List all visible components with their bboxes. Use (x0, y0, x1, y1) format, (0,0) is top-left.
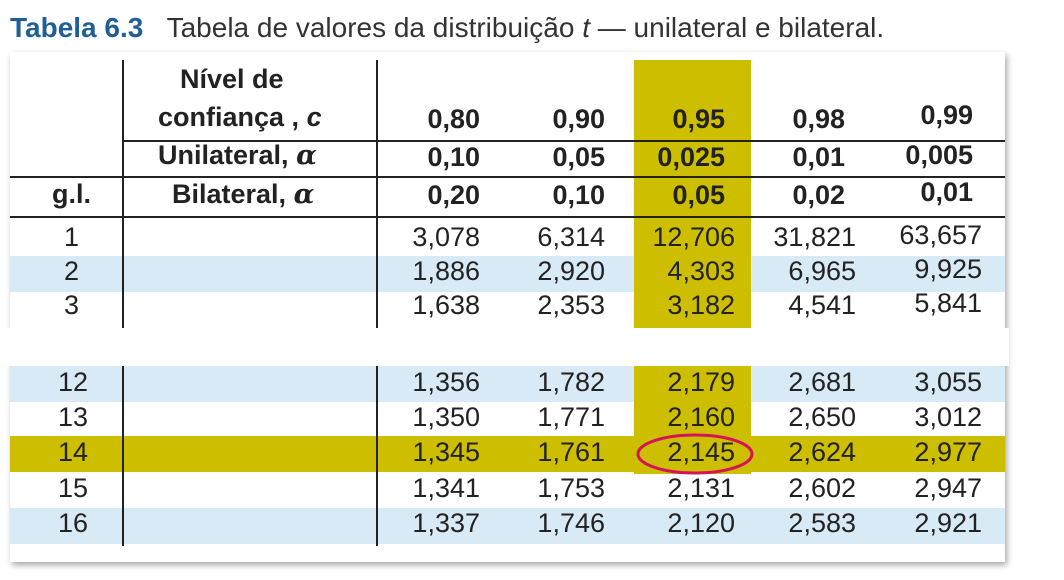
confidence-symbol: c (306, 102, 322, 132)
highlight-column-bottom (634, 364, 751, 474)
confidence-value: 0,99 (920, 100, 973, 130)
table-cell: 2,353 (537, 290, 605, 320)
caption-pre: Tabela de valores da distribuição (166, 12, 575, 43)
table-cell: 1,341 (412, 473, 480, 503)
table-cell: 2,145 (667, 437, 735, 467)
gl-header: g.l. (52, 179, 91, 209)
bilateral-value: 0,20 (427, 180, 480, 210)
table-cell: 63,657 (899, 220, 982, 250)
divider-labels-bottom (376, 366, 378, 546)
table-cell: 6,314 (537, 222, 605, 252)
confidence-label-line2: confiança , c (158, 102, 322, 133)
table-cell: 1,356 (412, 367, 480, 397)
table-number: Tabela 6.3 (10, 12, 144, 43)
table-cell: 2,920 (537, 256, 605, 286)
table-caption: Tabela 6.3 Tabela de valores da distribu… (10, 12, 884, 44)
table-cell: 1,753 (537, 473, 605, 503)
bilateral-value: 0,10 (552, 180, 605, 210)
table-cell: 31,821 (773, 222, 856, 252)
alpha-symbol: α (296, 140, 317, 171)
table-cell: 2,602 (788, 473, 856, 503)
critical-value-circle (636, 433, 754, 475)
unilateral-label-text: Unilateral, (158, 140, 289, 170)
table-cell: 12,706 (652, 222, 735, 252)
confidence-value: 0,95 (672, 104, 725, 134)
gl-value: 14 (58, 437, 89, 467)
unilateral-value: 0,05 (552, 142, 605, 172)
stripe-row-16 (10, 508, 1005, 544)
gl-value: 2 (64, 256, 80, 286)
unilateral-value: 0,005 (905, 140, 973, 170)
gl-value: 16 (58, 508, 89, 538)
table-cell: 2,131 (667, 473, 735, 503)
table-cell: 5,841 (914, 288, 982, 318)
caption-variable: t (582, 12, 590, 43)
gl-value: 1 (64, 222, 80, 252)
table-cell: 2,120 (667, 508, 735, 538)
table-cell: 2,921 (914, 508, 982, 538)
gl-value: 12 (58, 367, 89, 397)
table-description: Tabela de valores da distribuição t — un… (167, 12, 885, 43)
table-cell: 1,350 (412, 402, 480, 432)
confidence-value: 0,80 (427, 104, 480, 134)
table-cell: 2,650 (788, 402, 856, 432)
divider-gl-bottom (122, 366, 124, 546)
highlight-row-14 (10, 436, 1005, 472)
rule-header-bottom (10, 216, 1005, 218)
confidence-value: 0,98 (792, 104, 845, 134)
table-cell: 2,583 (788, 508, 856, 538)
bilateral-label: Bilateral, α (172, 179, 314, 210)
table-cell: 2,179 (667, 367, 735, 397)
unilateral-label: Unilateral, α (158, 140, 317, 171)
table-cell: 1,345 (412, 437, 480, 467)
divider-labels-top (376, 60, 378, 328)
table-cell: 2,977 (914, 437, 982, 467)
table-cell: 1,337 (412, 508, 480, 538)
table-cell: 3,012 (914, 402, 982, 432)
table-cell: 3,055 (914, 367, 982, 397)
confidence-value: 0,90 (552, 104, 605, 134)
stripe-row-12 (10, 366, 1005, 402)
unilateral-value: 0,01 (792, 142, 845, 172)
rule-confidence (122, 140, 1005, 142)
table-cell: 1,761 (537, 437, 605, 467)
stripe-row-2 (10, 256, 1005, 292)
rule-unilateral (10, 176, 1005, 178)
gl-value: 15 (58, 473, 89, 503)
unilateral-value: 0,10 (427, 142, 480, 172)
gl-value: 3 (64, 290, 80, 320)
table-cell: 4,303 (667, 256, 735, 286)
table-cell: 1,771 (537, 402, 605, 432)
divider-gl-top (122, 60, 124, 328)
confidence-label-line1: Nível de (180, 64, 284, 94)
alpha-symbol: α (293, 179, 315, 210)
confidence-label-text: confiança , (158, 102, 300, 132)
highlight-column-top (634, 60, 751, 328)
table-cell: 1,746 (537, 508, 605, 538)
bilateral-value: 0,01 (920, 177, 973, 207)
bilateral-value: 0,05 (672, 180, 725, 210)
table-cell: 3,078 (412, 222, 480, 252)
table-cell: 2,681 (788, 367, 856, 397)
table-cell: 4,541 (788, 290, 856, 320)
table-cell: 2,624 (788, 437, 856, 467)
table-cell: 1,638 (412, 290, 480, 320)
table-cell: 1,782 (537, 367, 605, 397)
table-cell: 1,886 (412, 256, 480, 286)
unilateral-value: 0,025 (657, 142, 725, 172)
bilateral-label-text: Bilateral, (172, 179, 287, 209)
table-cell: 3,182 (667, 290, 735, 320)
table-cell: 2,947 (914, 473, 982, 503)
table-cell: 2,160 (667, 402, 735, 432)
table-cell: 6,965 (788, 256, 856, 286)
gl-value: 13 (58, 402, 89, 432)
bilateral-value: 0,02 (792, 180, 845, 210)
table-frame (10, 52, 1005, 562)
torn-gap (6, 328, 1009, 366)
caption-post: — unilateral e bilateral. (597, 12, 885, 43)
table-cell: 9,925 (914, 254, 982, 284)
